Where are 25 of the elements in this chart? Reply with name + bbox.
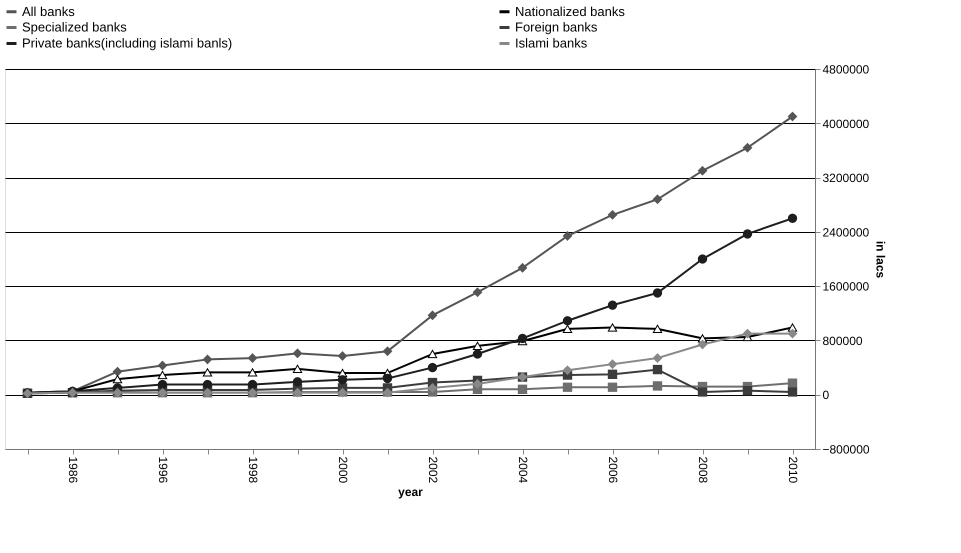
x-tick-label: 2010 — [786, 456, 800, 484]
y-tick-label: 0 — [822, 388, 830, 402]
x-axis-title: year — [398, 485, 424, 500]
y-tick-label: 1600000 — [822, 280, 870, 294]
x-tick-label: 1998 — [246, 456, 260, 484]
legend-label: Nationalized banks — [515, 4, 626, 19]
y-tick-label: 3200000 — [822, 171, 870, 186]
y-tick-label: −800000 — [822, 442, 870, 456]
x-tick-label: 2004 — [516, 456, 530, 484]
legend-label: All banks — [22, 4, 76, 19]
legend-label: Foreign banks — [515, 20, 598, 34]
x-tick-label: 2008 — [696, 456, 710, 484]
y-tick-label: 2400000 — [822, 225, 870, 240]
x-tick-label: 1986 — [66, 456, 80, 484]
legend-label: Private banks(including islami banls) — [22, 36, 232, 50]
x-tick-label: 2000 — [336, 456, 350, 484]
y-tick-label: 4800000 — [822, 62, 870, 76]
x-tick-label: 2002 — [426, 456, 440, 484]
x-tick-label: 1996 — [156, 456, 170, 484]
legend-label: Islami banks — [515, 36, 588, 50]
legend-label: Specialized banks — [22, 20, 128, 34]
x-tick-label: 2006 — [606, 456, 620, 484]
y-tick-label: 800000 — [822, 334, 863, 348]
y-axis-title: in lacs — [874, 240, 888, 278]
y-tick-label: 4000000 — [822, 116, 870, 131]
